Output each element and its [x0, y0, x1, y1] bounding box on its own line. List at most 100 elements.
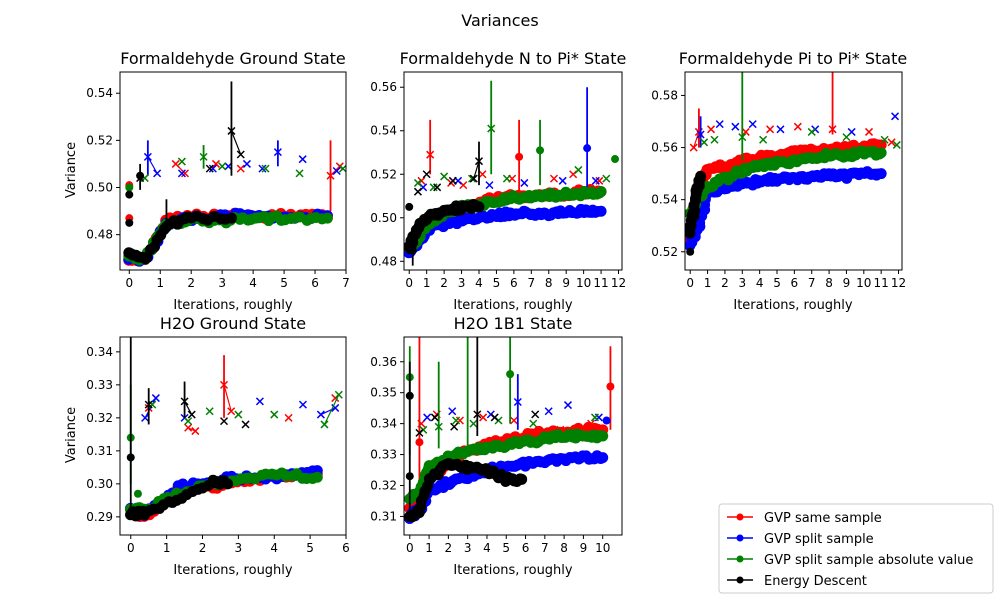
x-marker	[544, 407, 553, 416]
x-tick-label: 0	[127, 541, 135, 555]
x-marker	[710, 135, 719, 144]
x-marker	[236, 150, 245, 159]
data-point	[133, 489, 142, 498]
x-marker	[485, 181, 494, 190]
x-marker	[273, 148, 282, 157]
y-tick-label: 0.33	[86, 378, 113, 392]
x-marker	[887, 138, 896, 147]
x-tick-label: 1	[163, 541, 171, 555]
x-tick-label: 6	[522, 541, 530, 555]
x-marker	[700, 138, 709, 147]
x-tick-label: 2	[187, 276, 195, 290]
x-marker	[199, 152, 208, 161]
x-marker	[513, 397, 522, 406]
x-tick-label: 5	[306, 541, 314, 555]
subplot-title: Formaldehyde N to Pi* State	[400, 49, 627, 68]
x-marker	[423, 413, 432, 422]
x-marker	[715, 120, 724, 129]
plot-area: 0 1 2 3 4 5 6 7 8 9 10 0.31 0.32 0.33 0.34 0.35 0.36	[370, 336, 623, 555]
x-marker	[558, 176, 567, 185]
y-axis-label: Variance	[64, 407, 79, 463]
x-marker	[143, 152, 152, 161]
x-tick-label: 1	[156, 276, 164, 290]
x-tick-label: 0	[125, 276, 133, 290]
x-marker	[748, 120, 757, 129]
subplot-formaldehyde-n-to-pi: Formaldehyde N to Pi* State Iterations, …	[370, 49, 626, 313]
data-marks	[124, 337, 343, 523]
x-marker	[320, 420, 329, 429]
y-tick-label: 0.30	[86, 477, 113, 491]
legend-swatch-marker	[736, 513, 744, 521]
data-point	[405, 472, 414, 481]
data-marks	[123, 81, 346, 267]
x-tick-label: 5	[773, 276, 781, 290]
x-marker	[587, 419, 596, 428]
x-tick-label: 2	[440, 276, 448, 290]
data-point	[125, 183, 134, 192]
x-marker	[144, 400, 153, 409]
data-point	[695, 170, 707, 182]
x-tick-label: 5	[280, 276, 288, 290]
subplot-title: Formaldehyde Pi to Pi* State	[679, 49, 907, 68]
y-tick-label: 0.56	[651, 141, 678, 155]
series-energy-descent	[123, 81, 245, 265]
x-marker	[255, 397, 264, 406]
x-marker	[531, 410, 540, 419]
x-marker	[563, 401, 573, 410]
x-tick-label: 8	[545, 276, 553, 290]
x-tick-label: 2	[445, 541, 453, 555]
data-point	[415, 438, 424, 447]
subplot-formaldehyde-ground: Formaldehyde Ground State Iterations, ro…	[64, 49, 350, 313]
series-line	[144, 397, 157, 419]
x-marker	[807, 127, 816, 136]
x-marker	[413, 187, 422, 196]
x-marker	[707, 125, 716, 134]
x-marker	[220, 417, 229, 426]
x-marker	[208, 164, 217, 173]
legend: GVP same sample GVP split sample GVP spl…	[718, 503, 994, 594]
y-tick-label: 0.50	[370, 211, 397, 225]
x-marker	[696, 130, 705, 139]
legend-swatch-marker	[736, 534, 744, 542]
axes-frame	[403, 336, 623, 536]
data-point	[516, 473, 528, 485]
x-marker	[448, 407, 457, 416]
x-tick-label: 0	[406, 541, 414, 555]
legend-frame	[718, 503, 994, 594]
x-tick-label: 0	[405, 276, 413, 290]
x-tick-label: 5	[493, 276, 501, 290]
x-marker	[270, 410, 279, 419]
series-line	[693, 131, 700, 148]
x-marker	[187, 410, 196, 419]
x-marker	[332, 166, 341, 176]
x-tick-label: 3	[464, 541, 472, 555]
x-marker	[227, 407, 236, 416]
x-tick-label: 11	[593, 276, 608, 290]
data-point	[536, 146, 545, 155]
x-axis-label: Iterations, roughly	[173, 563, 293, 578]
x-marker	[148, 400, 157, 409]
x-tick-label: 6	[342, 541, 350, 555]
x-tick-label: 4	[475, 276, 483, 290]
series-energy-descent	[404, 141, 485, 266]
data-point	[506, 370, 515, 379]
x-marker	[452, 416, 461, 425]
x-marker	[258, 164, 267, 173]
y-tick-label: 0.56	[370, 80, 397, 94]
series-line	[230, 130, 242, 155]
x-marker	[326, 171, 335, 180]
x-tick-label: 9	[562, 276, 570, 290]
x-marker	[242, 159, 251, 168]
x-tick-label: 1	[423, 276, 431, 290]
x-tick-label: 10	[856, 276, 871, 290]
x-marker	[295, 169, 304, 178]
x-tick-label: 10	[576, 276, 591, 290]
x-marker	[184, 423, 193, 432]
y-tick-label: 0.54	[651, 193, 678, 207]
x-marker	[331, 403, 340, 412]
x-tick-label: 3	[738, 276, 746, 290]
x-tick-label: 3	[235, 541, 243, 555]
data-point	[597, 452, 609, 464]
data-point	[126, 453, 135, 462]
